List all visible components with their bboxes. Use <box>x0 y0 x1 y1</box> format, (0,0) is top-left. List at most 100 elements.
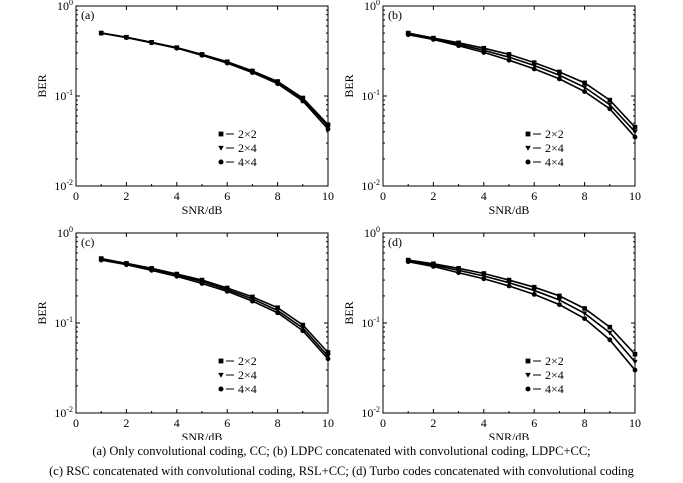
y-tick-base: 10 <box>54 89 66 103</box>
y-tick-label: 10-1 <box>54 315 73 330</box>
data-point <box>481 271 487 276</box>
data-point <box>632 367 638 373</box>
y-axis-label: BER <box>35 74 49 97</box>
y-tick-exponent: -2 <box>373 405 380 414</box>
data-point <box>430 264 436 269</box>
data-point <box>123 262 129 268</box>
legend-marker <box>218 372 224 378</box>
data-point <box>249 70 255 76</box>
data-point <box>531 60 537 65</box>
data-point <box>430 37 436 42</box>
x-tick-label: 2 <box>430 189 436 203</box>
y-tick-exponent: -1 <box>66 88 73 97</box>
panel-label: (d) <box>388 235 402 249</box>
x-tick-label: 4 <box>174 189 180 203</box>
data-point <box>149 40 155 46</box>
data-point <box>506 52 512 57</box>
data-point <box>325 350 331 355</box>
data-point <box>531 284 537 290</box>
series-line-2 <box>408 260 636 363</box>
y-tick-base: 10 <box>364 0 376 13</box>
data-point <box>325 126 331 132</box>
data-point <box>582 306 587 311</box>
data-point <box>582 316 588 321</box>
x-tick-label: 2 <box>430 416 436 430</box>
y-tick-label: 10-1 <box>361 88 380 103</box>
y-tick-base: 10 <box>57 226 69 240</box>
panel-label: (a) <box>81 8 94 22</box>
x-axis-label: SNR/dB <box>489 203 530 217</box>
y-tick-exponent: 0 <box>376 225 380 234</box>
legend-marker <box>525 145 531 151</box>
legend-marker <box>525 159 531 165</box>
y-tick-label: 10-2 <box>361 405 380 420</box>
plot-frame <box>75 5 329 187</box>
legend-label: 2×4 <box>238 368 257 382</box>
data-point <box>506 55 512 60</box>
legend-label: 2×2 <box>238 127 257 141</box>
y-tick-base: 10 <box>361 316 373 330</box>
data-point <box>405 32 411 38</box>
data-point <box>174 45 180 51</box>
data-point <box>632 359 638 365</box>
x-tick-label: 8 <box>275 416 281 430</box>
legend-label: 2×4 <box>238 141 257 155</box>
x-tick-label: 4 <box>481 189 487 203</box>
legend-marker <box>218 358 224 364</box>
data-point <box>506 280 512 286</box>
data-point <box>275 81 281 87</box>
panel-label: (b) <box>388 8 402 22</box>
legend-marker <box>218 386 224 392</box>
data-point <box>581 311 588 316</box>
data-point <box>582 89 588 94</box>
y-tick-base: 10 <box>54 179 66 193</box>
data-point <box>632 351 638 357</box>
data-point <box>556 302 562 308</box>
series-line-3 <box>408 33 636 138</box>
data-point <box>607 102 613 108</box>
data-point <box>224 288 230 294</box>
y-tick-label: 100 <box>364 0 380 13</box>
y-axis-label: BER <box>35 301 49 324</box>
data-point <box>607 337 613 343</box>
data-point <box>325 356 331 362</box>
data-point <box>556 76 562 82</box>
y-axis-label: BER <box>342 74 356 97</box>
data-point <box>224 60 230 66</box>
y-tick-label: 100 <box>57 0 73 13</box>
data-point <box>300 326 306 331</box>
data-point <box>98 257 104 263</box>
x-tick-label: 6 <box>224 189 230 203</box>
y-tick-exponent: 0 <box>69 225 73 234</box>
y-tick-label: 10-2 <box>54 405 73 420</box>
y-tick-exponent: -1 <box>66 315 73 324</box>
y-tick-exponent: -2 <box>66 178 73 187</box>
y-tick-base: 10 <box>364 226 376 240</box>
data-point <box>531 63 537 69</box>
y-tick-base: 10 <box>361 89 373 103</box>
series-line-1 <box>408 32 636 128</box>
data-point <box>557 69 562 75</box>
x-axis-label: SNR/dB <box>182 430 223 440</box>
legend-label: 4×4 <box>238 155 257 169</box>
x-tick-label: 8 <box>582 189 588 203</box>
data-point <box>632 124 638 130</box>
y-tick-base: 10 <box>54 406 66 420</box>
series-line-1 <box>408 259 636 355</box>
y-tick-base: 10 <box>54 316 66 330</box>
data-point <box>481 45 487 51</box>
y-tick-exponent: -1 <box>373 315 380 324</box>
x-tick-label: 10 <box>629 189 641 203</box>
x-tick-label: 0 <box>380 416 386 430</box>
data-point <box>607 97 613 103</box>
data-point <box>405 259 411 265</box>
x-tick-label: 2 <box>123 189 129 203</box>
series-line-3 <box>101 32 329 130</box>
data-point <box>481 276 487 282</box>
x-tick-label: 0 <box>380 189 386 203</box>
legend-marker <box>525 131 531 137</box>
data-point <box>275 305 280 310</box>
